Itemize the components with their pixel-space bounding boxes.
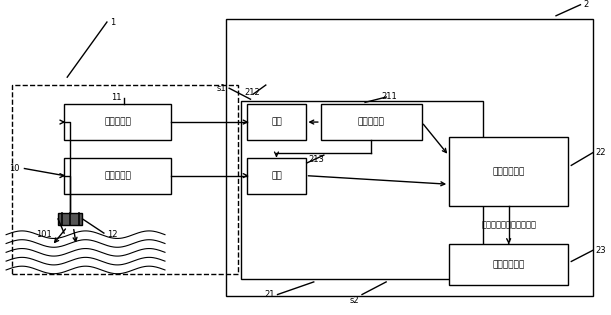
Text: 2: 2 — [584, 0, 589, 9]
Bar — [247, 158, 306, 194]
Text: 发射放大器: 发射放大器 — [104, 117, 131, 127]
Text: 21: 21 — [264, 290, 274, 299]
Text: 212: 212 — [244, 89, 260, 97]
Text: 多普勒频移、距离等信息: 多普勒频移、距离等信息 — [481, 221, 536, 230]
Bar — [64, 158, 171, 194]
Text: 10: 10 — [9, 164, 20, 173]
Bar — [247, 104, 306, 140]
Text: 时延: 时延 — [271, 117, 282, 127]
Text: s2: s2 — [349, 296, 359, 305]
Bar — [449, 244, 568, 285]
Text: 211: 211 — [381, 92, 397, 100]
Text: 101: 101 — [36, 230, 52, 239]
Text: s1: s1 — [216, 84, 226, 93]
Bar — [241, 101, 483, 279]
Bar — [64, 104, 171, 140]
Text: 23: 23 — [596, 246, 606, 255]
Text: 11: 11 — [111, 93, 122, 102]
Text: 12: 12 — [107, 230, 117, 239]
Bar — [12, 85, 238, 274]
Text: 中央处理单元: 中央处理单元 — [492, 167, 525, 176]
Text: 213: 213 — [309, 155, 324, 164]
Text: 时延: 时延 — [271, 171, 282, 180]
Bar — [449, 137, 568, 206]
Text: 频率振荡器: 频率振荡器 — [358, 117, 384, 127]
Text: 图形显示模块: 图形显示模块 — [492, 260, 525, 269]
Text: 1: 1 — [110, 18, 115, 26]
Bar — [226, 19, 593, 296]
Bar — [321, 104, 422, 140]
Text: 22: 22 — [596, 148, 606, 157]
Bar — [58, 213, 82, 225]
Text: 接收放大器: 接收放大器 — [104, 171, 131, 180]
